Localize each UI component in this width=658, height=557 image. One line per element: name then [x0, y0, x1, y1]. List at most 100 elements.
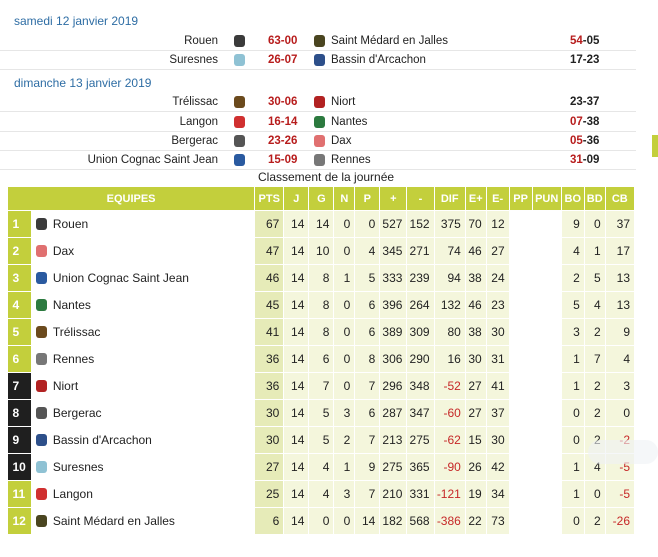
team-cell[interactable]: Bassin d'Arcachon: [31, 426, 256, 454]
home-team[interactable]: Union Cognac Saint Jean: [87, 154, 218, 166]
table-row[interactable]: 3 Union Cognac Saint Jean 46 14 8 1 5 333 239 94 3…: [7, 264, 636, 292]
cell-cb: 17: [605, 237, 636, 265]
team-cell[interactable]: Dax: [31, 237, 256, 265]
cell-bo: 1: [561, 453, 585, 481]
match-row[interactable]: Langon 16-14 Nantes 07-38: [0, 113, 636, 132]
sidebar-accent: [652, 135, 658, 157]
away-team[interactable]: Rennes: [331, 154, 371, 166]
cell-bo: 1: [561, 480, 585, 508]
table-row[interactable]: 4 Nantes 45 14 8 0 6 396 264 132 46 23 5 4 13: [7, 291, 636, 319]
team-name[interactable]: Bergerac: [52, 406, 102, 420]
cell-plus: 389: [379, 318, 408, 346]
team-cell[interactable]: Trélissac: [31, 318, 256, 346]
cell-pun: [532, 399, 562, 427]
cell-minus: 275: [406, 426, 435, 454]
away-team[interactable]: Nantes: [331, 116, 368, 128]
cell-plus: 275: [379, 453, 408, 481]
away-team[interactable]: Saint Médard en Jalles: [331, 35, 448, 47]
cell-ep: 27: [465, 372, 487, 400]
team-name[interactable]: Niort: [52, 379, 79, 393]
cell-pts: 25: [254, 480, 285, 508]
home-team[interactable]: Trélissac: [172, 96, 218, 108]
column-header-cb: CB: [604, 186, 636, 211]
floating-widget[interactable]: [588, 440, 658, 464]
cell-minus: 331: [406, 480, 435, 508]
cell-cb: 9: [605, 318, 636, 346]
cell-n: 3: [333, 480, 356, 508]
away-team[interactable]: Niort: [331, 96, 356, 108]
team-name[interactable]: Nantes: [52, 298, 91, 312]
match-row[interactable]: Rouen 63-00 Saint Médard en Jalles 54-05: [0, 32, 636, 51]
cell-j: 14: [283, 480, 310, 508]
column-header-p: P: [354, 186, 381, 211]
cell-p: 14: [354, 507, 381, 535]
cell-bo: 3: [561, 318, 585, 346]
cell-em: 30: [486, 318, 510, 346]
team-cell[interactable]: Suresnes: [31, 453, 256, 481]
home-team[interactable]: Rouen: [184, 35, 218, 47]
team-name[interactable]: Rennes: [52, 352, 95, 366]
cell-em: 30: [486, 426, 510, 454]
cell-em: 24: [486, 264, 510, 292]
team-cell[interactable]: Langon: [31, 480, 256, 508]
match-row[interactable]: Union Cognac Saint Jean 15-09 Rennes 31-09: [0, 151, 636, 170]
table-row[interactable]: 2 Dax 47 14 10 0 4 345 271 74 46 27 4 1 17: [7, 237, 636, 265]
cell-bd: 0: [584, 210, 606, 238]
rank-cell: 11: [7, 480, 32, 508]
table-row[interactable]: 8 Bergerac 30 14 5 3 6 287 347 -60 27 37 0 2 0: [7, 399, 636, 427]
column-header-n: N: [333, 186, 356, 211]
team-cell[interactable]: Rennes: [31, 345, 256, 373]
team-cell[interactable]: Niort: [31, 372, 256, 400]
column-header-bo: BO: [560, 186, 585, 211]
team-cell[interactable]: Union Cognac Saint Jean: [31, 264, 256, 292]
table-row[interactable]: 12 Saint Médard en Jalles 6 14 0 0 14 182 568 -38…: [7, 507, 636, 535]
cell-pun: [532, 426, 562, 454]
cell-pun: [532, 453, 562, 481]
cell-j: 14: [283, 210, 310, 238]
cell-ep: 70: [465, 210, 487, 238]
cell-ep: 46: [465, 237, 487, 265]
team-name[interactable]: Rouen: [52, 217, 89, 231]
home-team[interactable]: Bergerac: [171, 135, 218, 147]
day-label: samedi 12 janvier 2019: [14, 14, 139, 28]
team-cell[interactable]: Bergerac: [31, 399, 256, 427]
team-name[interactable]: Langon: [52, 487, 93, 501]
column-header-e-: E-: [485, 186, 510, 211]
table-row[interactable]: 7 Niort 36 14 7 0 7 296 348 -52 27 41 1 2 3: [7, 372, 636, 400]
cell-dif: 132: [434, 291, 466, 319]
cell-pun: [532, 345, 562, 373]
away-team[interactable]: Bassin d'Arcachon: [331, 54, 426, 66]
cell-p: 7: [354, 480, 381, 508]
table-row[interactable]: 1 Rouen 67 14 14 0 0 527 152 375 70 12 9 0 37: [7, 210, 636, 238]
standings-table: EQUIPES PTS J G N P + - DIF E+ E- PP PUN BO BD CB 1 Roue…: [6, 186, 636, 535]
table-row[interactable]: 11 Langon 25 14 4 3 7 210 331 -121 19 34 1 0 -5: [7, 480, 636, 508]
team-name[interactable]: Trélissac: [52, 325, 101, 339]
table-row[interactable]: 10 Suresnes 27 14 4 1 9 275 365 -90 26 42 1 4 -5: [7, 453, 636, 481]
match-row[interactable]: Trélissac 30-06 Niort 23-37: [0, 93, 636, 112]
match-row[interactable]: Suresnes 26-07 Bassin d'Arcachon 17-23: [0, 51, 636, 70]
cell-bd: 7: [584, 345, 606, 373]
cell-pts: 41: [254, 318, 285, 346]
team-name[interactable]: Saint Médard en Jalles: [52, 514, 175, 528]
team-name[interactable]: Dax: [52, 244, 75, 258]
team-cell[interactable]: Nantes: [31, 291, 256, 319]
team-cell[interactable]: Rouen: [31, 210, 256, 238]
home-team[interactable]: Suresnes: [169, 54, 218, 66]
team-name[interactable]: Suresnes: [52, 460, 104, 474]
team-name[interactable]: Bassin d'Arcachon: [52, 433, 152, 447]
home-team[interactable]: Langon: [179, 116, 218, 128]
cell-plus: 287: [379, 399, 408, 427]
table-row[interactable]: 6 Rennes 36 14 6 0 8 306 290 16 30 31 1 7 4: [7, 345, 636, 373]
team-name[interactable]: Union Cognac Saint Jean: [52, 271, 189, 285]
team-logo-icon: [35, 272, 47, 284]
bonus-score-home: 31: [570, 154, 583, 166]
cell-bo: 4: [561, 237, 585, 265]
match-row[interactable]: Bergerac 23-26 Dax 05-36: [0, 132, 636, 151]
cell-ep: 38: [465, 318, 487, 346]
away-team[interactable]: Dax: [331, 135, 352, 147]
bonus-score: 07-38: [570, 116, 599, 128]
team-cell[interactable]: Saint Médard en Jalles: [31, 507, 256, 535]
cell-minus: 152: [406, 210, 435, 238]
table-row[interactable]: 5 Trélissac 41 14 8 0 6 389 309 80 38 30 3 2 9: [7, 318, 636, 346]
